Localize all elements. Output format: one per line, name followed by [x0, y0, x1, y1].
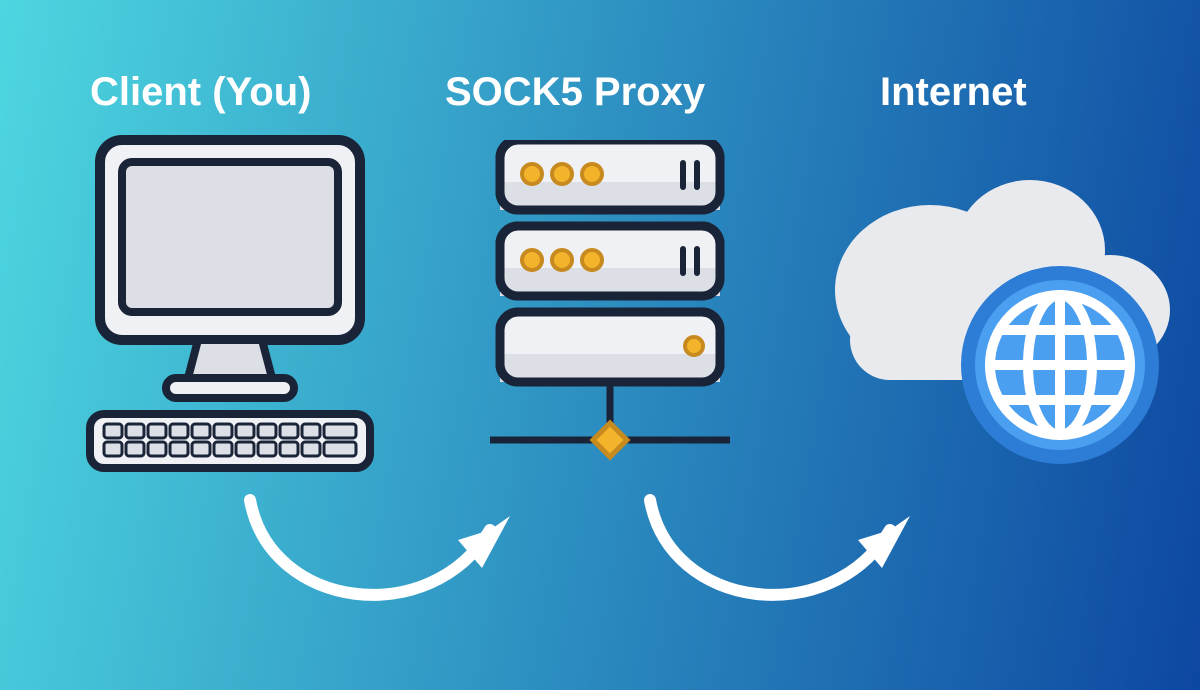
arrow-icon [230, 460, 530, 640]
diagram-canvas: Client (You) SOCK5 Proxy Internet [0, 0, 1200, 690]
client-label: Client (You) [90, 70, 311, 115]
arrow-icon [630, 460, 930, 640]
computer-icon [70, 130, 390, 480]
cloud-globe-icon [810, 150, 1170, 470]
server-icon [480, 140, 740, 480]
proxy-label: SOCK5 Proxy [445, 70, 705, 115]
internet-label: Internet [880, 70, 1027, 115]
